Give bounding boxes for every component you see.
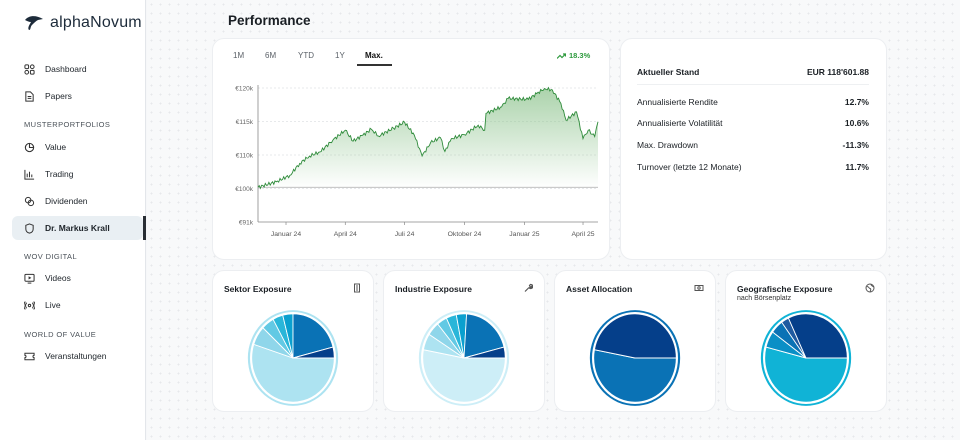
stat-row: Turnover (letzte 12 Monate) 11.7% xyxy=(637,162,869,172)
pie-slice[interactable] xyxy=(292,313,334,359)
tab-ytd[interactable]: YTD xyxy=(298,51,314,60)
performance-change-value: 18.3% xyxy=(569,51,591,60)
stat-value: 11.7% xyxy=(845,162,869,172)
stat-value: 12.7% xyxy=(844,97,869,107)
document-icon xyxy=(25,90,34,102)
sidebar: alphaNovum Dashboard Papers MUSTERPORTFO… xyxy=(0,0,146,440)
sidebar-item-label: Trading xyxy=(45,169,74,179)
exposure-card-title: Asset Allocation xyxy=(566,284,633,294)
sidebar-item-label: Dashboard xyxy=(45,64,87,74)
x-tick-label: April 24 xyxy=(334,231,357,238)
sidebar-item-trading[interactable]: Trading xyxy=(12,162,143,186)
sidebar-item-papers[interactable]: Papers xyxy=(12,84,143,108)
section-world-of-value: WORLD OF VALUE xyxy=(24,330,97,339)
sidebar-item-value[interactable]: Value xyxy=(12,135,143,159)
pie-slice[interactable] xyxy=(463,346,506,359)
y-tick-label: €91k xyxy=(239,220,254,227)
stat-value: 10.6% xyxy=(844,118,869,128)
broadcast-icon xyxy=(24,300,35,310)
stat-label: Annualisierte Rendite xyxy=(637,97,718,107)
stat-label: Max. Drawdown xyxy=(637,140,698,150)
tab-max[interactable]: Max. xyxy=(365,51,383,60)
pie-slice[interactable] xyxy=(463,313,505,359)
stat-label: Annualisierte Volatilität xyxy=(637,118,723,128)
section-wov-digital: WOV DIGITAL xyxy=(24,252,78,261)
ticket-icon xyxy=(24,352,35,360)
sidebar-item-veranstaltungen[interactable]: Veranstaltungen xyxy=(12,344,143,368)
pie-icon xyxy=(24,142,35,152)
divider xyxy=(637,84,869,85)
y-tick-label: €115k xyxy=(236,119,254,126)
tab-1m[interactable]: 1M xyxy=(233,51,245,60)
y-tick-label: €120k xyxy=(235,86,253,93)
sidebar-item-dr-markus-krall[interactable]: Dr. Markus Krall xyxy=(12,216,143,240)
current-value-label: Aktueller Stand xyxy=(637,67,700,77)
dashboard-icon xyxy=(24,63,35,75)
stat-label: Turnover (letzte 12 Monate) xyxy=(637,162,742,172)
globe-icon[interactable] xyxy=(865,283,875,293)
y-tick-label: €100k xyxy=(235,186,253,193)
sidebar-item-videos[interactable]: Videos xyxy=(12,266,143,290)
video-icon xyxy=(24,273,35,284)
money-icon[interactable] xyxy=(694,283,704,293)
stat-row: Annualisierte Rendite 12.7% xyxy=(637,97,869,107)
performance-change: 18.3% xyxy=(557,51,590,60)
active-indicator xyxy=(143,216,146,240)
exposure-pie xyxy=(418,310,510,406)
section-musterportfolios: MUSTERPORTFOLIOS xyxy=(24,120,111,129)
pie-slice[interactable] xyxy=(593,313,677,359)
bar-chart-icon xyxy=(24,169,35,180)
sidebar-item-label: Dr. Markus Krall xyxy=(45,223,110,233)
shield-icon xyxy=(25,222,34,234)
performance-chart: €120k €115k €110k €100k €91k Januar 24 April 2… xyxy=(235,85,599,238)
tab-6m[interactable]: 6M xyxy=(265,51,277,60)
exposure-pie xyxy=(247,310,339,406)
exposure-card-title: Geografische Exposure xyxy=(737,284,833,294)
y-tick-label: €110k xyxy=(236,153,254,160)
pie-slice[interactable] xyxy=(251,343,335,403)
coins-icon xyxy=(24,196,35,206)
series-line xyxy=(257,86,599,190)
x-tick-label: Oktober 24 xyxy=(448,231,482,238)
tab-1y[interactable]: 1Y xyxy=(335,51,345,60)
pie-slice[interactable] xyxy=(764,346,848,403)
brand-name: alphaNovum xyxy=(50,14,142,31)
stat-row: Annualisierte Volatilität 10.6% xyxy=(637,118,869,128)
current-value: EUR 118'601.88 xyxy=(806,67,869,77)
exposure-card-title: Sektor Exposure xyxy=(224,284,292,294)
x-tick-label: Juli 24 xyxy=(395,231,415,238)
pie-slice[interactable] xyxy=(422,349,506,403)
wrench-icon[interactable] xyxy=(523,283,533,293)
x-tick-label: April 25 xyxy=(571,231,594,238)
x-tick-label: Januar 25 xyxy=(509,231,539,238)
sidebar-item-label: Live xyxy=(45,300,61,310)
brand-logo[interactable]: alphaNovum xyxy=(24,14,142,32)
pie-slice[interactable] xyxy=(292,346,335,359)
sidebar-item-label: Dividenden xyxy=(45,196,88,206)
area-fill xyxy=(258,87,598,189)
sidebar-item-label: Videos xyxy=(45,273,71,283)
sidebar-item-label: Value xyxy=(45,142,67,152)
stats-header: Aktueller Stand EUR 118'601.88 xyxy=(637,67,869,77)
pie-slice[interactable] xyxy=(593,349,677,403)
exposure-card-subtitle: nach Börsenplatz xyxy=(737,295,792,302)
logo-icon xyxy=(25,16,43,30)
sidebar-item-dividenden[interactable]: Dividenden xyxy=(12,189,143,213)
sidebar-item-live[interactable]: Live xyxy=(12,293,143,317)
x-tick-label: Januar 24 xyxy=(271,231,301,238)
stat-row: Max. Drawdown -11.3% xyxy=(637,140,869,150)
exposure-card-title: Industrie Exposure xyxy=(395,284,472,294)
page-title: Performance xyxy=(228,13,311,28)
exposure-pie xyxy=(589,310,681,406)
sidebar-item-label: Veranstaltungen xyxy=(45,351,107,361)
sidebar-item-dashboard[interactable]: Dashboard xyxy=(12,57,143,81)
sidebar-item-label: Papers xyxy=(45,91,72,101)
active-tab-underline xyxy=(357,64,392,66)
trend-up-icon xyxy=(557,52,566,59)
stat-value: -11.3% xyxy=(842,140,869,150)
building-icon[interactable] xyxy=(352,283,362,293)
stats-card xyxy=(620,38,887,260)
exposure-pie xyxy=(760,310,852,406)
pie-slice[interactable] xyxy=(787,313,848,359)
